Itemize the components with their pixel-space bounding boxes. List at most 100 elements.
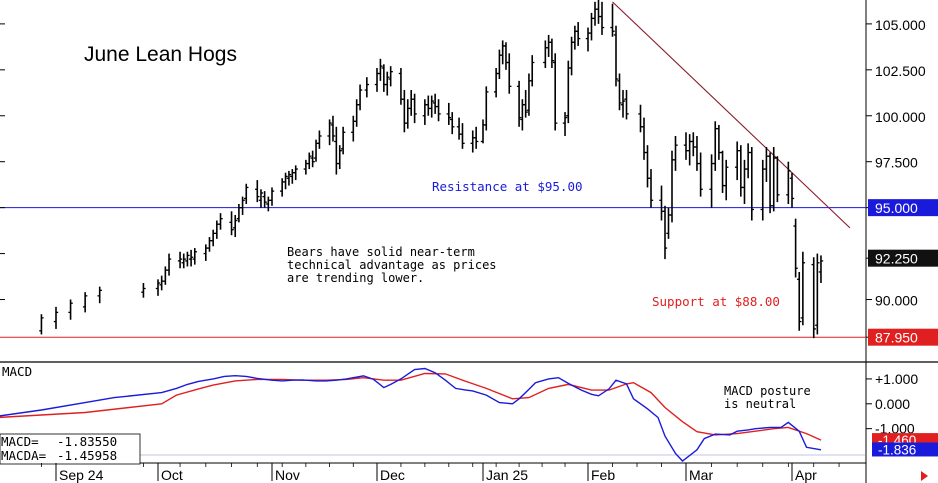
ohlc-bar [786,161,791,204]
ohlc-bar [286,170,292,186]
ohlc-bar [460,123,465,149]
ohlc-bar [181,253,186,269]
ohlc-bar [240,196,245,215]
y-tick-label: 105.000 [875,17,926,33]
ohlc-bar [364,77,370,98]
y-tick-label: 100.000 [875,109,926,125]
ohlc-bar [68,299,73,320]
ohlc-bar [815,253,820,335]
ohlc-bar [327,119,332,146]
ohlc-bar [310,150,315,168]
ohlc-bar [192,248,197,265]
macda-line [0,372,822,441]
ohlc-bar [620,90,626,118]
chart-title: June Lean Hogs [84,43,237,66]
macd-value-label: -1.836 [878,442,916,457]
ohlc-bar [624,90,629,120]
ohlc-bar [97,286,102,304]
y-tick-label: 102.500 [875,63,926,79]
y-tick-label: 97.500 [875,155,918,171]
macd-readout: MACD= -1.83550 MACDA= -1.45958 [1,434,125,463]
price-box [868,199,938,217]
ohlc-bar [436,99,441,122]
x-axis: Sep 24 Oct Nov Dec Jan 25 Feb Mar Apr [41,463,840,483]
macd-value-box [872,442,938,457]
macd-lines [0,367,822,462]
ohlc-bar [549,38,555,68]
ohlc-bar [698,152,703,197]
price-box [868,249,938,267]
x-tick-label: Jan 25 [486,467,528,483]
ohlc-bar [229,211,234,236]
ohlc-bar [255,180,260,203]
ohlc-bar [244,183,249,204]
ohlc-bar [673,135,678,171]
ohlc-bar [385,71,390,96]
ohlc-bar [516,80,522,127]
ohlc-bar [429,95,434,118]
ohlc-bar [357,84,363,111]
ohlc-bar [262,191,267,208]
ohlc-bar [446,102,452,125]
price-box-label: 87.950 [875,330,918,346]
ohlc-bar [797,271,802,331]
ohlc-bar [724,159,729,201]
macd-axis: +1.000 0.000 -1.000 [0,371,918,456]
ohlc-bar [575,22,581,46]
x-tick-label: Mar [689,467,713,483]
price-lines [0,1,866,338]
ohlc-bar [307,152,312,170]
ohlc-bar [484,86,489,131]
ohlc-bar [258,189,264,208]
macd-readout-box [0,433,141,465]
ohlc-bar [141,282,146,298]
ohlc-bar [337,145,342,170]
ohlc-bar [233,214,238,238]
price-box-label: 95.000 [875,200,918,216]
ohlc-bar [412,93,417,124]
ohlc-bar [177,251,183,269]
ohlc-bar [82,292,88,313]
support-label: Support at $88.00 [652,294,780,309]
macd-tick-label: 0.000 [875,396,910,412]
ohlc-bar [610,3,615,37]
macd-title: MACD [2,364,32,379]
x-tick-label: Feb [591,467,615,483]
ohlc-bar [293,165,298,181]
x-tick-label: Apr [795,467,817,483]
ohlc-bar [388,66,393,87]
ohlc-bar [662,205,668,260]
macd-annotation: MACD posture is neutral [724,384,818,411]
ohlc-bar [166,253,172,276]
ohlc-bar [648,169,654,208]
macd-value-boxes: -1.460-1.836 [872,433,938,481]
resistance-label: Resistance at $95.00 [432,179,583,194]
x-tick-label: Sep 24 [59,467,104,483]
price-boxes: 95.000 92.250 87.950 [868,199,938,346]
price-bars [39,0,824,339]
ohlc-bar [188,249,194,267]
macd-tick-label: -1.000 [875,421,915,437]
ohlc-bar [155,279,161,296]
ohlc-bar [473,126,479,149]
ohlc-bar [317,130,322,149]
ohlc-bar [450,112,455,135]
ohlc-bar [617,73,622,111]
price-box-label: 92.250 [875,251,918,267]
ohlc-bar [218,213,223,230]
price-box [868,328,938,346]
ohlc-bar [340,126,346,155]
ohlc-bar [378,58,383,81]
ohlc-bar [818,255,824,283]
ohlc-bar [283,172,288,190]
ohlc-bar [552,53,558,131]
ohlc-bar [599,1,605,35]
ohlc-bar [800,251,806,326]
ohlc-bar [811,257,816,339]
ohlc-bar [775,156,780,203]
macd-line [0,367,822,462]
ohlc-bar [39,314,44,335]
ohlc-bar [523,90,528,118]
ohlc-bar [530,55,535,87]
ohlc-bar [749,147,754,221]
